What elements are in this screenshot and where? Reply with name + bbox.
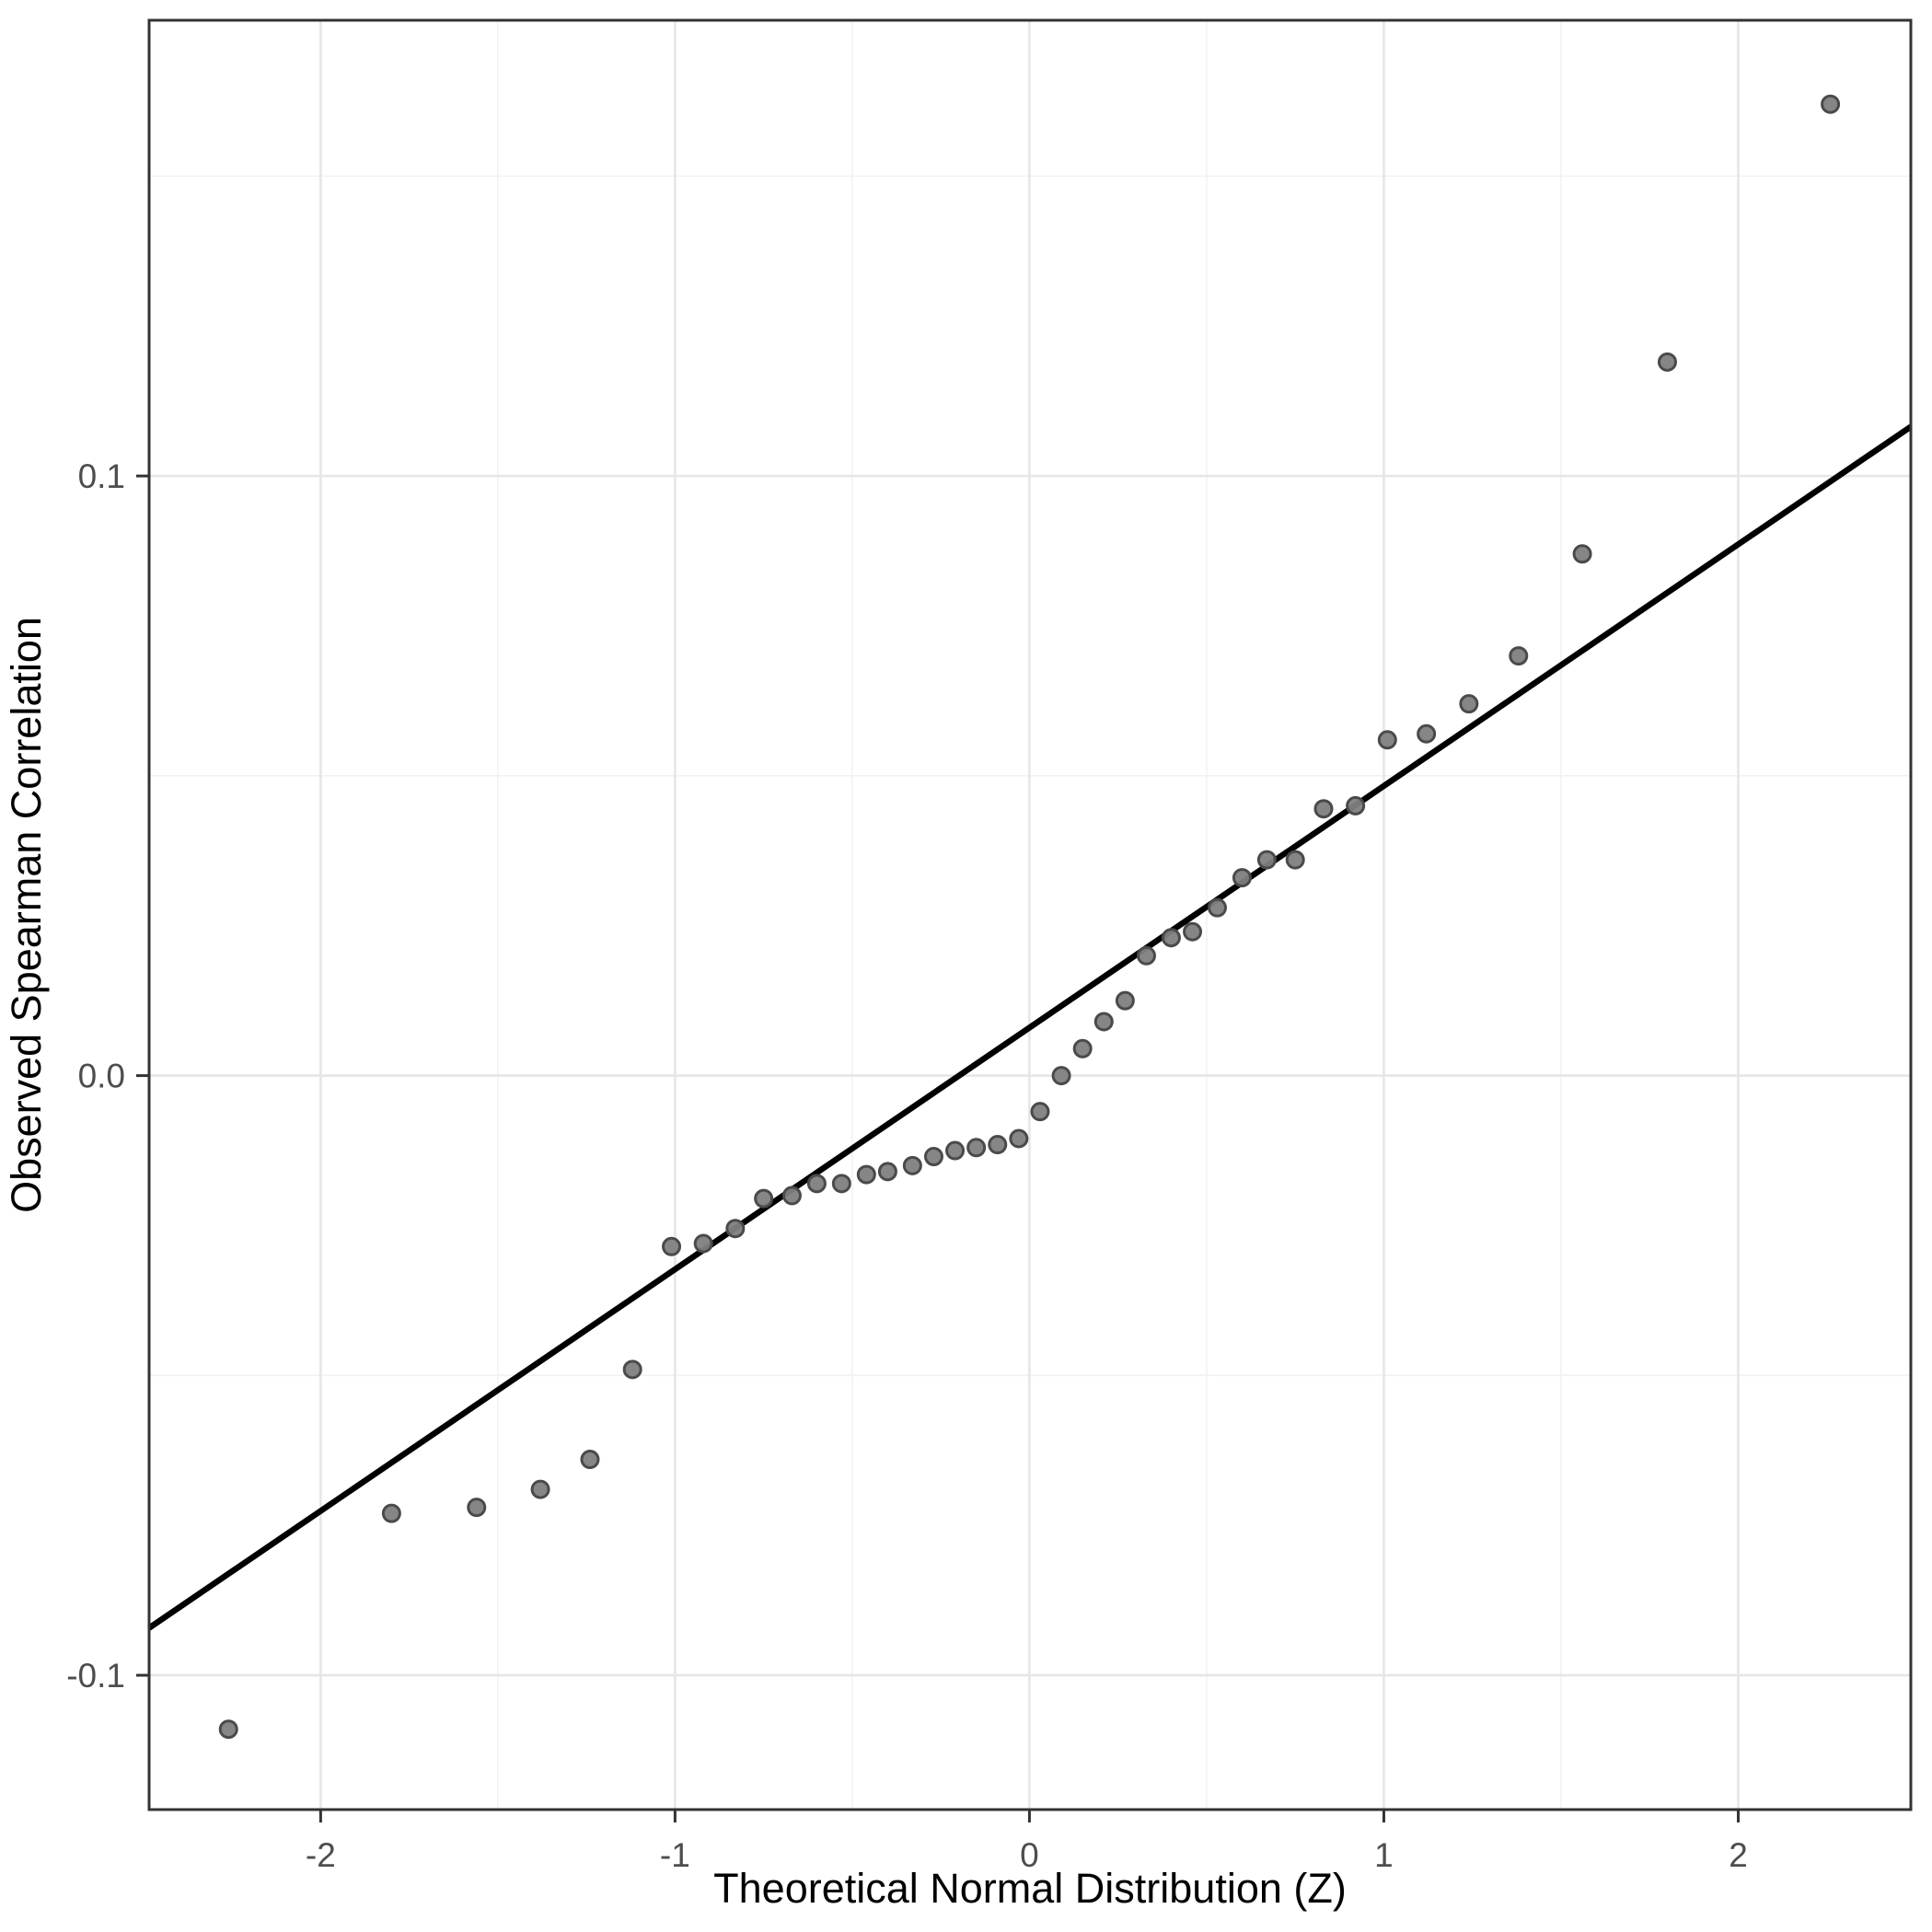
- x-tick-label: 1: [1374, 1836, 1394, 1874]
- data-point: [662, 1236, 682, 1256]
- data-point: [580, 1450, 600, 1470]
- data-point: [218, 1719, 238, 1740]
- data-point: [945, 1140, 966, 1161]
- data-point: [1051, 1066, 1071, 1086]
- data-point: [1030, 1102, 1050, 1122]
- data-point: [1346, 795, 1366, 816]
- data-point: [1115, 990, 1135, 1011]
- data-point: [1183, 921, 1203, 942]
- data-point: [806, 1174, 827, 1194]
- data-point: [923, 1147, 943, 1167]
- data-point: [725, 1219, 746, 1239]
- data-point: [1572, 544, 1592, 564]
- data-point: [1161, 928, 1181, 948]
- data-point: [902, 1155, 922, 1175]
- data-point: [781, 1186, 802, 1206]
- x-tick-label: -1: [660, 1836, 690, 1874]
- data-point: [988, 1135, 1008, 1155]
- x-tick-label: -2: [306, 1836, 336, 1874]
- data-point: [1459, 694, 1479, 714]
- data-point: [856, 1164, 876, 1185]
- data-point: [1072, 1038, 1093, 1059]
- data-point: [1136, 945, 1156, 966]
- data-point: [1417, 723, 1437, 744]
- data-point: [754, 1188, 774, 1209]
- data-point: [1821, 94, 1841, 114]
- data-point: [1509, 646, 1529, 666]
- data-point: [877, 1162, 897, 1182]
- data-point: [831, 1174, 851, 1194]
- x-axis-title: Theoretical Normal Distribution (Z): [713, 1865, 1347, 1912]
- y-tick-label: -0.1: [66, 1657, 125, 1695]
- data-point: [693, 1233, 713, 1254]
- reference-line: [147, 423, 1913, 1631]
- data-point: [1232, 868, 1252, 888]
- data-point: [467, 1498, 487, 1518]
- data-point: [622, 1359, 642, 1380]
- data-point: [1657, 352, 1677, 372]
- data-point: [1256, 850, 1277, 870]
- data-point: [381, 1503, 401, 1523]
- data-point: [1313, 799, 1334, 819]
- x-tick-label: 0: [1020, 1836, 1039, 1874]
- data-point: [530, 1479, 550, 1499]
- data-point: [1093, 1012, 1114, 1032]
- data-point: [1377, 730, 1397, 750]
- data-point: [966, 1138, 987, 1158]
- y-axis-title: Observed Spearman Correlation: [3, 617, 50, 1213]
- y-tick-label: 0.0: [78, 1058, 125, 1095]
- y-tick-label: 0.1: [78, 457, 125, 495]
- data-point: [1285, 850, 1305, 870]
- data-point: [1009, 1128, 1029, 1149]
- data-point: [1207, 897, 1227, 918]
- x-tick-label: 2: [1729, 1836, 1748, 1874]
